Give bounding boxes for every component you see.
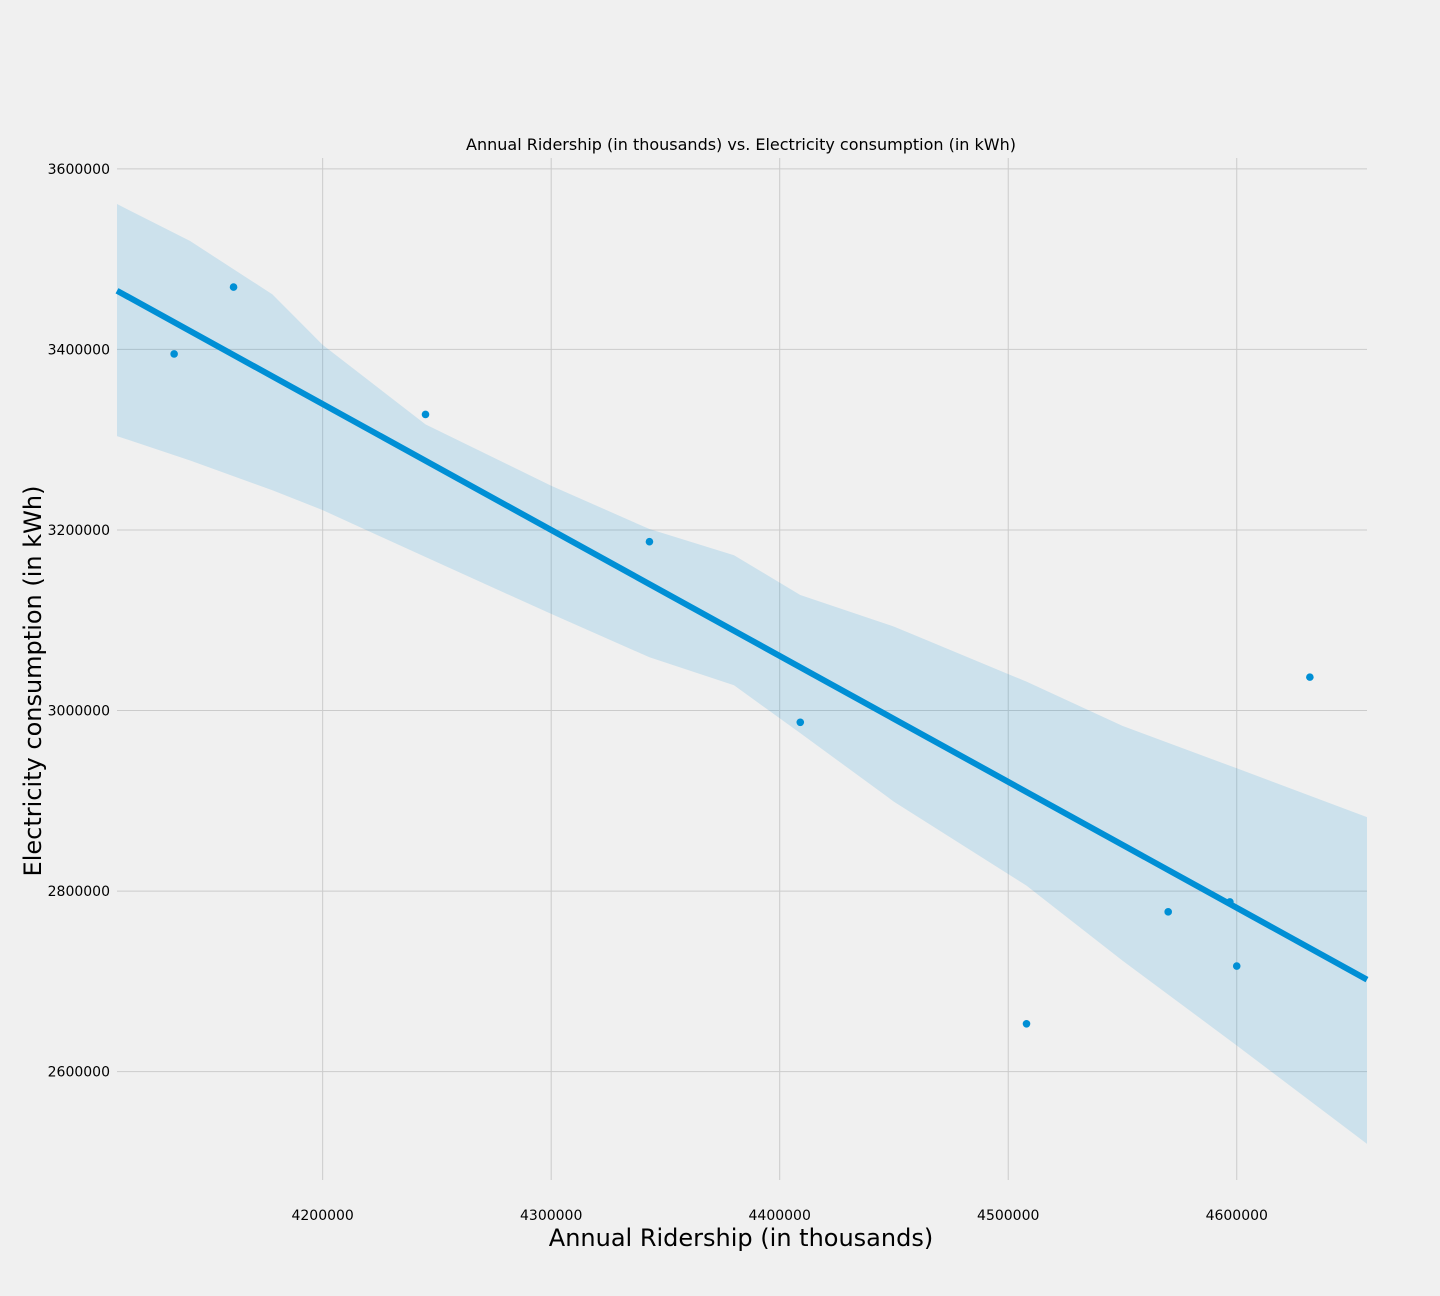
confidence-band	[117, 204, 1367, 1144]
y-tick-labels: 2600000 2800000 3000000 3200000 3400000 36000…	[48, 162, 110, 1081]
x-tick-labels: 4200000 4300000 4400000 4500000 4600000	[291, 1208, 1267, 1224]
x-tick-label: 4400000	[749, 1208, 811, 1224]
confidence-band-area	[117, 204, 1367, 1144]
y-tick-label: 2800000	[48, 884, 110, 900]
data-point	[1232, 962, 1241, 970]
y-tick-label: 2600000	[48, 1065, 110, 1081]
data-point	[645, 537, 654, 546]
y-axis-label: Electricity consumption (in kWh)	[19, 486, 47, 877]
data-point	[421, 410, 430, 419]
y-tick-label: 3200000	[48, 523, 110, 539]
x-tick-label: 4200000	[291, 1208, 353, 1224]
x-tick-label: 4300000	[520, 1208, 582, 1224]
data-point	[1306, 673, 1314, 681]
data-point	[1164, 908, 1172, 916]
data-point	[170, 350, 178, 358]
y-tick-label: 3400000	[48, 342, 110, 358]
regression-line	[115, 288, 1369, 983]
data-point	[229, 283, 238, 291]
chart-title: Annual Ridership (in thousands) vs. Elec…	[466, 135, 1016, 154]
y-tick-label: 3600000	[48, 162, 110, 178]
data-point	[1226, 898, 1234, 906]
x-tick-label: 4500000	[977, 1208, 1039, 1224]
grid-lines	[117, 158, 1367, 1180]
data-point	[1022, 1020, 1031, 1028]
data-points	[170, 283, 1314, 1028]
y-tick-label: 3000000	[48, 704, 110, 720]
regression-line-group	[115, 288, 1369, 983]
x-axis-label: Annual Ridership (in thousands)	[549, 1224, 933, 1252]
data-point	[796, 718, 805, 727]
x-tick-label: 4600000	[1206, 1208, 1268, 1224]
